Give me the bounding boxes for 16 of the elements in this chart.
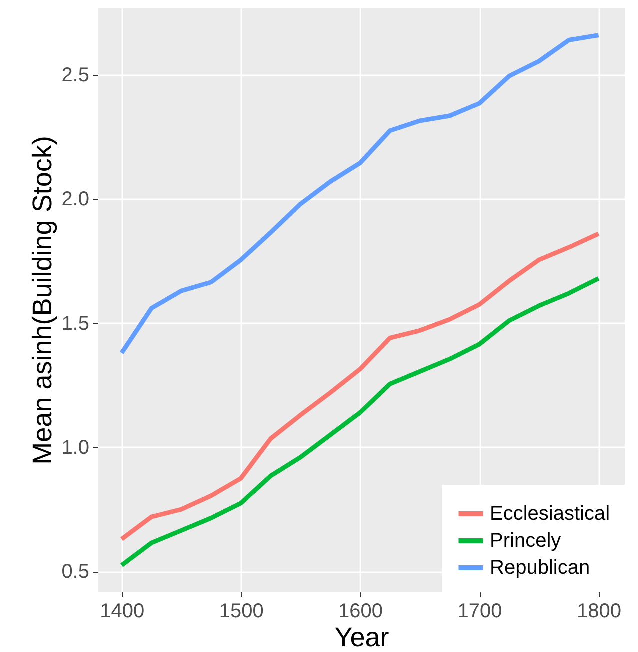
y-tick-label: 2.0 xyxy=(62,188,90,211)
legend-label: Ecclesiastical xyxy=(490,503,610,525)
x-tick-label: 1800 xyxy=(577,600,622,622)
y-tick-label: 1.0 xyxy=(62,436,90,459)
y-tick-label: 0.5 xyxy=(62,561,90,584)
y-tick-label: 1.5 xyxy=(62,312,90,335)
y-axis-title: Mean asinh(Building Stock) xyxy=(28,136,58,465)
x-tick-label: 1700 xyxy=(458,600,502,622)
line-series xyxy=(120,33,602,356)
x-tick-label: 1500 xyxy=(219,600,264,622)
x-tick-label: 1400 xyxy=(100,600,145,622)
x-axis-title: Year xyxy=(334,622,390,652)
legend-label: Republican xyxy=(490,557,590,579)
x-tick-label: 1600 xyxy=(338,600,384,622)
y-tick-label: 2.5 xyxy=(62,64,90,87)
legend-label: Princely xyxy=(490,530,562,552)
